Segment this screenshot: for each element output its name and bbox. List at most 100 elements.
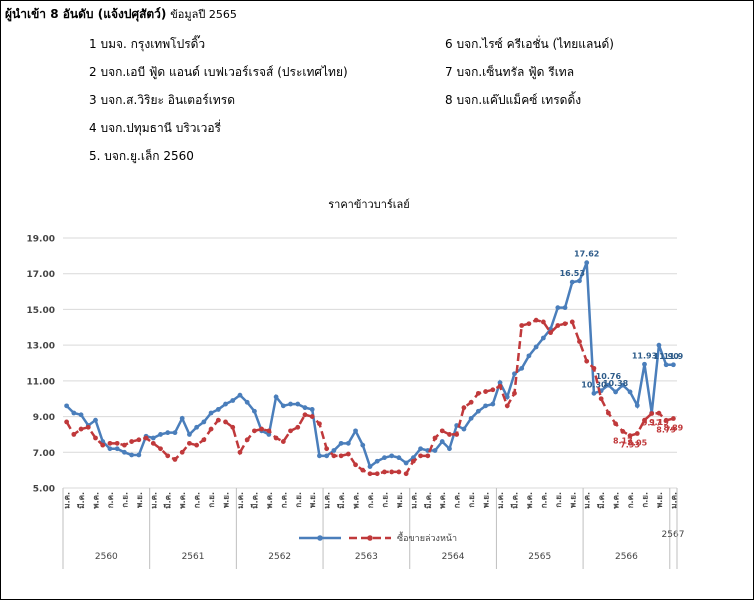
point — [266, 428, 272, 434]
series-line — [65, 262, 674, 469]
point — [591, 365, 597, 371]
point — [620, 428, 626, 434]
point — [627, 389, 633, 395]
point — [439, 428, 445, 434]
importer: 8 บจก.แค๊ปแม็คซ์ เทรดดิ้ง — [445, 93, 582, 107]
point — [475, 390, 481, 396]
x-tick-label: พ.ย. — [222, 492, 231, 508]
point — [526, 321, 532, 327]
x-tick-label: มี.ค. — [163, 492, 173, 509]
point — [497, 380, 503, 386]
point — [64, 403, 70, 409]
point — [179, 449, 185, 455]
point — [208, 426, 214, 432]
x-tick-label: ก.ค. — [539, 492, 548, 508]
y-tick-label: 19.00 — [27, 235, 55, 245]
point — [634, 403, 640, 408]
x-tick-label: ก.ค. — [106, 492, 115, 508]
point — [259, 426, 265, 432]
point — [71, 432, 77, 437]
x-tick-label: พ.ย. — [308, 492, 317, 508]
point — [642, 361, 647, 367]
point — [555, 323, 561, 328]
point — [114, 440, 120, 446]
point — [656, 342, 662, 348]
point — [129, 439, 135, 444]
header-note: ข้อมูลปี 2565 — [170, 8, 237, 21]
point — [439, 439, 445, 444]
point — [93, 417, 98, 423]
point — [129, 452, 135, 458]
point — [345, 440, 351, 446]
y-tick-label: 17.00 — [27, 270, 55, 280]
chart-title: ราคาข้าวบาร์เลย์ — [328, 198, 410, 211]
point — [584, 358, 590, 364]
legend-label: ซื้อขายล่วงหน้า — [397, 531, 457, 544]
point — [461, 405, 467, 411]
x-tick-label: ก.ค. — [366, 492, 375, 508]
year-label: 2566 — [615, 552, 638, 562]
year-label: 2565 — [528, 552, 551, 562]
point — [540, 335, 546, 341]
point — [302, 405, 308, 411]
point — [353, 428, 358, 434]
point — [670, 362, 676, 368]
point — [331, 448, 337, 453]
year-label: 2563 — [355, 552, 378, 562]
point — [215, 417, 221, 423]
point — [244, 399, 250, 405]
data-label: 8.89 — [664, 424, 684, 433]
x-tick-label: พ.ค. — [178, 492, 187, 509]
point — [338, 453, 344, 459]
point — [533, 344, 539, 350]
x-tick-label: พ.ค. — [352, 492, 361, 509]
importer: 7 บจก.เซ็นทรัล ฟู้ด รีเทล — [445, 65, 575, 79]
point — [605, 410, 611, 416]
x-tick-label: มี.ค. — [249, 492, 259, 509]
x-tick-label: ก.ย. — [640, 492, 649, 508]
point — [143, 435, 149, 441]
point — [620, 382, 626, 388]
point — [165, 453, 171, 459]
x-tick-label: พ.ย. — [655, 492, 664, 508]
point — [591, 390, 597, 396]
point — [483, 403, 488, 409]
point — [663, 417, 669, 423]
x-tick-label: ก.ค. — [626, 492, 635, 508]
data-label: 9.17 — [642, 419, 662, 428]
point — [374, 458, 380, 464]
point — [107, 446, 113, 452]
point — [577, 278, 582, 284]
point — [367, 464, 373, 469]
x-tick-label: ม.ค. — [496, 492, 505, 509]
x-tick-label: ก.ย. — [120, 492, 129, 508]
point — [78, 426, 84, 432]
x-tick-label: ก.ย. — [380, 492, 389, 508]
point — [237, 392, 243, 398]
point — [533, 317, 539, 323]
legend-marker — [367, 535, 373, 541]
point — [215, 407, 221, 412]
point — [382, 455, 387, 461]
year-label: 2564 — [442, 552, 465, 562]
point — [338, 440, 344, 446]
year-label: 2560 — [95, 552, 118, 562]
importer: 5. บจก.ยู.เล็ก 2560 — [89, 149, 194, 163]
point — [403, 460, 409, 466]
point — [389, 453, 395, 459]
importer: 6 บจก.ไรซ์ ครีเอชั่น (ไทยแลนด์) — [445, 37, 614, 51]
point — [158, 446, 163, 452]
point — [302, 412, 308, 418]
x-tick-label: พ.ค. — [92, 492, 101, 509]
x-tick-label: มี.ค. — [423, 492, 433, 509]
x-tick-label: ก.ย. — [467, 492, 476, 508]
point — [78, 412, 84, 418]
point — [223, 401, 228, 407]
series-line — [65, 318, 674, 476]
point — [374, 471, 380, 477]
point — [223, 419, 228, 425]
data-label: 10.30 — [581, 380, 607, 389]
x-tick-label: ก.ย. — [207, 492, 216, 508]
